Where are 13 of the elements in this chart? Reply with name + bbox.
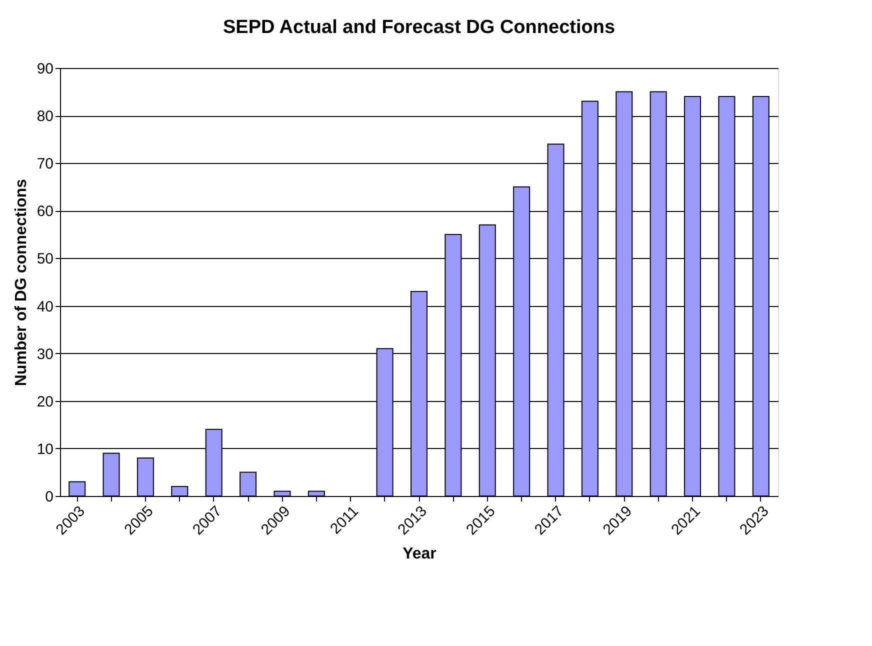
y-tick-label: 50	[36, 250, 54, 268]
x-axis-title: Year	[402, 546, 436, 563]
y-tick-label: 30	[36, 346, 54, 363]
y-tick-label: 20	[36, 393, 54, 410]
y-tick-label: 10	[36, 440, 54, 458]
y-tick-label: 60	[36, 203, 54, 220]
chart-title: SEPD Actual and Forecast DG Connections	[222, 17, 616, 38]
y-tick-label: 0	[45, 488, 54, 506]
y-tick-label: 90	[36, 60, 54, 78]
y-tick-label: 40	[36, 298, 54, 316]
y-tick-label: 70	[36, 156, 54, 173]
y-tick-label: 80	[36, 108, 54, 126]
y-axis-title: Number of DG connections	[12, 178, 30, 386]
